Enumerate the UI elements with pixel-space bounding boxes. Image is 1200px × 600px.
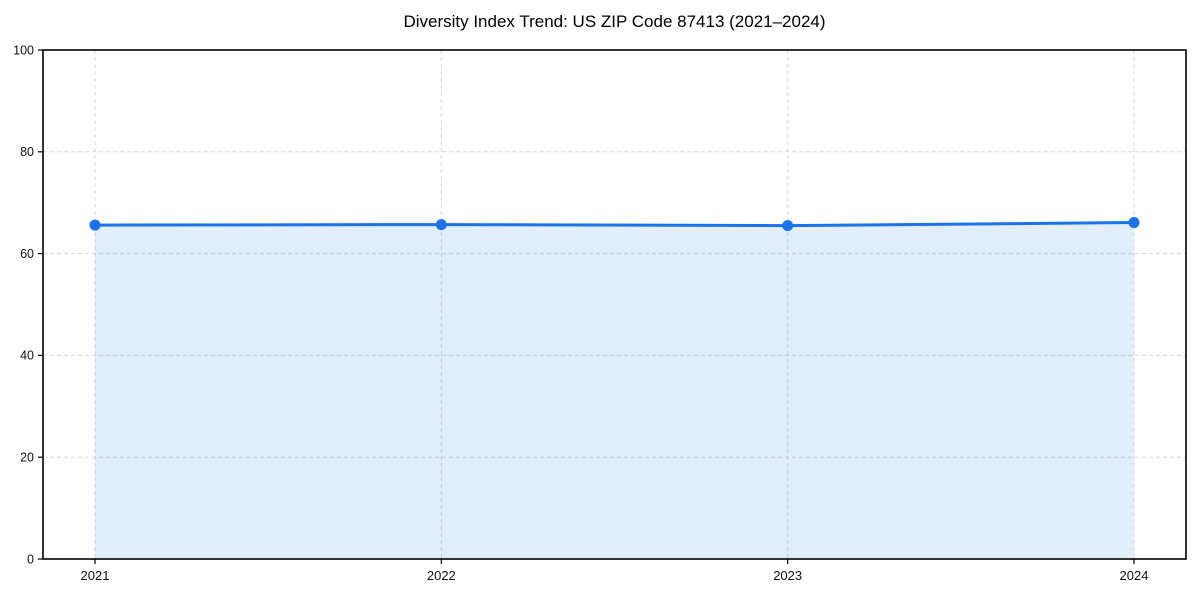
chart-title: Diversity Index Trend: US ZIP Code 87413… — [403, 12, 826, 31]
data-point-2022 — [435, 219, 447, 231]
y-tick-label: 20 — [20, 450, 34, 464]
x-tick-label: 2022 — [427, 568, 456, 583]
y-tick-label: 40 — [20, 349, 34, 363]
y-tick-label: 0 — [27, 552, 34, 566]
x-tick-label: 2023 — [773, 568, 802, 583]
trend-line — [93, 221, 1136, 228]
x-tick-label: 2024 — [1120, 568, 1149, 583]
y-tick-label: 100 — [13, 43, 34, 57]
plot-border — [42, 49, 1187, 560]
y-tick-label: 80 — [20, 145, 34, 159]
y-tick-label: 60 — [20, 247, 34, 261]
area-fill — [95, 222, 1134, 559]
data-point-2023 — [782, 220, 794, 232]
x-tick-label: 2021 — [81, 568, 110, 583]
data-point-2024 — [1128, 217, 1140, 229]
data-point-2021 — [89, 219, 101, 231]
